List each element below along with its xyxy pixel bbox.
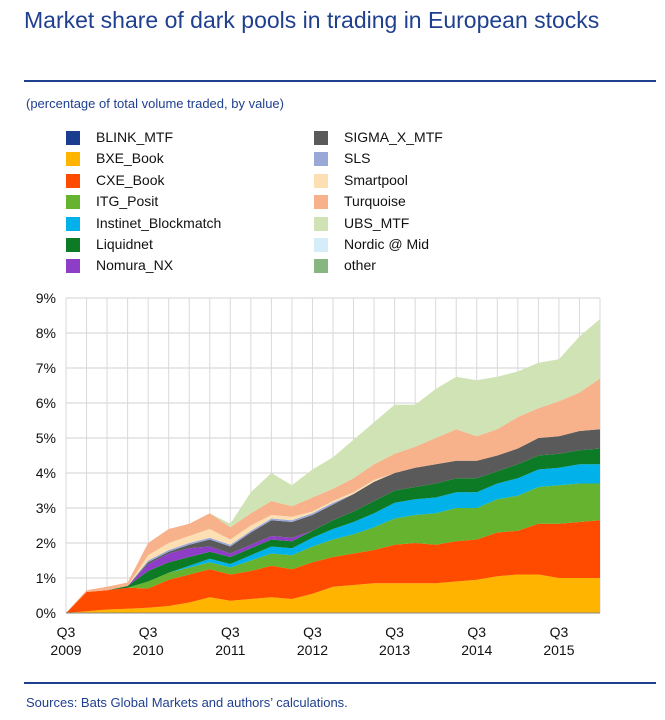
y-tick-label: 0% [36, 605, 56, 621]
legend-label: SIGMA_X_MTF [344, 129, 443, 145]
legend-label: UBS_MTF [344, 214, 410, 231]
area-bxe-book [66, 574, 600, 613]
legend-swatch [314, 259, 328, 274]
legend-label: SLS [344, 150, 371, 167]
x-tick-year-label: 2010 [133, 642, 164, 658]
area-itg-posit [66, 483, 600, 613]
legend-swatch [66, 152, 80, 167]
x-tick-label: Q3 [303, 624, 322, 640]
y-tick-label: 1% [36, 570, 56, 586]
y-tick-label: 4% [36, 465, 56, 481]
legend-label: Nomura_NX [96, 257, 174, 274]
legend-label: Liquidnet [96, 235, 153, 252]
legend-label: Turquoise [344, 193, 406, 210]
area-ubs-mtf [66, 319, 600, 613]
legend-label: Smartpool [344, 171, 408, 188]
x-tick-year-label: 2011 [215, 642, 245, 658]
y-tick-label: 7% [36, 360, 56, 376]
legend-swatch [66, 216, 80, 231]
x-tick-year-label: 2015 [543, 642, 574, 658]
y-tick-label: 5% [36, 430, 56, 446]
area-turquoise [66, 378, 600, 613]
x-tick-label: Q3 [467, 624, 486, 640]
area-sigma-x-mtf [66, 429, 600, 613]
x-tick-year-label: 2014 [461, 642, 492, 658]
y-tick-label: 3% [36, 500, 56, 516]
legend-label: Instinet_Blockmatch [96, 214, 222, 231]
x-tick-label: Q3 [221, 624, 240, 640]
legend-swatch [66, 195, 80, 210]
legend-swatch [314, 131, 328, 145]
area-instinet-blockmatch [66, 464, 600, 613]
y-tick-label: 8% [36, 325, 56, 341]
legend-swatch [66, 237, 80, 252]
legend-label: ITG_Posit [96, 193, 159, 210]
x-tick-year-label: 2013 [379, 642, 410, 658]
chart-subtitle: (percentage of total volume traded, by v… [26, 96, 284, 111]
legend-label: Nordic @ Mid [344, 235, 430, 252]
x-tick-year-label: 2009 [50, 642, 81, 658]
legend-swatch [66, 173, 80, 188]
area-cxe-book [66, 520, 600, 613]
footer-divider [24, 682, 656, 684]
x-tick-label: Q3 [385, 624, 404, 640]
legend-label: BXE_Book [96, 150, 164, 167]
chart-axes: 0% 1% 2% 3% 4% 5% 6% 7% 8% 9% Q3 2009 Q3 2010 Q3 2011 Q3… [36, 290, 600, 658]
legend-swatch [66, 259, 80, 274]
legend-label: CXE_Book [96, 171, 165, 188]
area-liquidnet [66, 448, 600, 613]
x-tick-label: Q3 [57, 624, 76, 640]
y-tick-label: 9% [36, 290, 56, 306]
legend-swatch [314, 152, 328, 167]
legend-swatch [314, 216, 328, 231]
title-divider [24, 80, 656, 82]
x-tick-year-label: 2012 [297, 642, 328, 658]
legend-label: other [344, 257, 376, 274]
chart-areas [66, 319, 600, 613]
legend-label: BLINK_MTF [96, 129, 174, 145]
legend-swatch [314, 195, 328, 210]
legend-swatch [314, 173, 328, 188]
x-tick-label: Q3 [550, 624, 569, 640]
y-tick-label: 2% [36, 535, 56, 551]
legend-swatch [66, 131, 80, 145]
stacked-area-chart: 0% 1% 2% 3% 4% 5% 6% 7% 8% 9% Q3 2009 Q3 2010 Q3 2011 Q3… [36, 290, 601, 658]
source-note: Sources: Bats Global Markets and authors… [26, 695, 348, 710]
y-tick-label: 6% [36, 395, 56, 411]
chart-title: Market share of dark pools in trading in… [24, 7, 600, 33]
legend-swatch [314, 237, 328, 252]
x-tick-label: Q3 [139, 624, 158, 640]
